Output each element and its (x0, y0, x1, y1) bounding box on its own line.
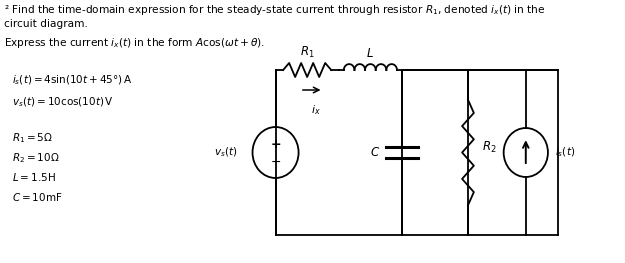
Text: $v_s(t) = 10\cos(10t)\,\mathrm{V}$: $v_s(t) = 10\cos(10t)\,\mathrm{V}$ (12, 95, 114, 109)
Text: ² Find the time-domain expression for the steady-state current through resistor : ² Find the time-domain expression for th… (4, 3, 545, 17)
Text: $R_1 = 5\Omega$: $R_1 = 5\Omega$ (12, 131, 52, 145)
Text: $i_s(t)$: $i_s(t)$ (555, 146, 576, 159)
Text: $i_x$: $i_x$ (311, 103, 321, 117)
Text: $i_s(t) = 4\sin(10t+45°)\,\mathrm{A}$: $i_s(t) = 4\sin(10t+45°)\,\mathrm{A}$ (12, 73, 132, 87)
Text: $R_2$: $R_2$ (481, 140, 496, 155)
Text: −: − (270, 155, 281, 169)
Text: $R_2 = 10\Omega$: $R_2 = 10\Omega$ (12, 151, 59, 165)
Text: $R_1$: $R_1$ (300, 45, 314, 60)
Text: +: + (270, 138, 281, 150)
Text: $v_s(t)$: $v_s(t)$ (214, 146, 238, 159)
Text: $L$: $L$ (366, 47, 374, 60)
Text: $C$: $C$ (370, 146, 381, 159)
Text: Express the current $i_x(t)$ in the form $A\cos(\omega t+\theta)$.: Express the current $i_x(t)$ in the form… (4, 36, 264, 50)
Text: $C = 10\mathrm{mF}$: $C = 10\mathrm{mF}$ (12, 191, 62, 203)
Text: $L = 1.5\mathrm{H}$: $L = 1.5\mathrm{H}$ (12, 171, 56, 183)
Text: circuit diagram.: circuit diagram. (4, 19, 88, 29)
